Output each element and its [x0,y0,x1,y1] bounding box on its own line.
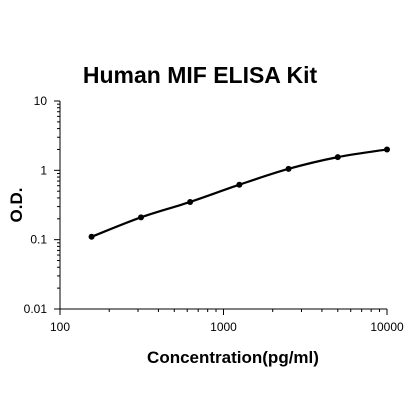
tick-labels: 0.01 0.1 1 10 100 1000 10000 [24,94,404,334]
data-points [88,146,390,240]
data-point [138,214,145,221]
y-tick-label: 1 [40,163,47,177]
chart-title: Human MIF ELISA Kit [83,62,318,88]
y-axis-label: O.D. [7,188,26,223]
data-point [236,181,243,188]
x-tick-label: 100 [50,320,70,334]
y-tick-label: 0.1 [30,233,47,247]
x-tick-label: 1000 [210,320,237,334]
x-tick-label: 10000 [370,320,404,334]
data-point [384,146,390,153]
y-tick-label: 0.01 [24,302,48,316]
standard-curve-line [91,148,388,238]
data-point [334,154,341,161]
data-point [88,233,95,240]
axes [59,101,387,310]
x-axis-label: Concentration(pg/ml) [147,348,319,367]
data-point [187,198,194,205]
tick-marks [54,100,388,315]
y-tick-label: 10 [34,94,48,108]
data-point [285,165,292,172]
